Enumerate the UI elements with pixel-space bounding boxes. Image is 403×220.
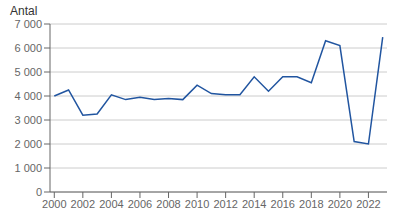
svg-text:2004: 2004	[99, 198, 123, 210]
svg-text:2006: 2006	[128, 198, 152, 210]
svg-text:3 000: 3 000	[14, 114, 42, 126]
svg-text:2020: 2020	[328, 198, 352, 210]
svg-text:2010: 2010	[185, 198, 209, 210]
svg-text:2000: 2000	[42, 198, 66, 210]
svg-text:2002: 2002	[71, 198, 95, 210]
html-text:Antal: Antal	[10, 4, 38, 18]
svg-text:7 000: 7 000	[14, 18, 42, 30]
svg-text:0: 0	[36, 186, 42, 198]
svg-text:2022: 2022	[356, 198, 380, 210]
svg-text:2016: 2016	[271, 198, 295, 210]
svg-text:2012: 2012	[213, 198, 237, 210]
svg-text:6 000: 6 000	[14, 42, 42, 54]
svg-text:1 000: 1 000	[14, 162, 42, 174]
svg-text:2018: 2018	[299, 198, 323, 210]
svg-text:2008: 2008	[156, 198, 180, 210]
svg-text:5 000: 5 000	[14, 66, 42, 78]
svg-text:2 000: 2 000	[14, 138, 42, 150]
svg-text:2014: 2014	[242, 198, 266, 210]
svg-text:4 000: 4 000	[14, 90, 42, 102]
